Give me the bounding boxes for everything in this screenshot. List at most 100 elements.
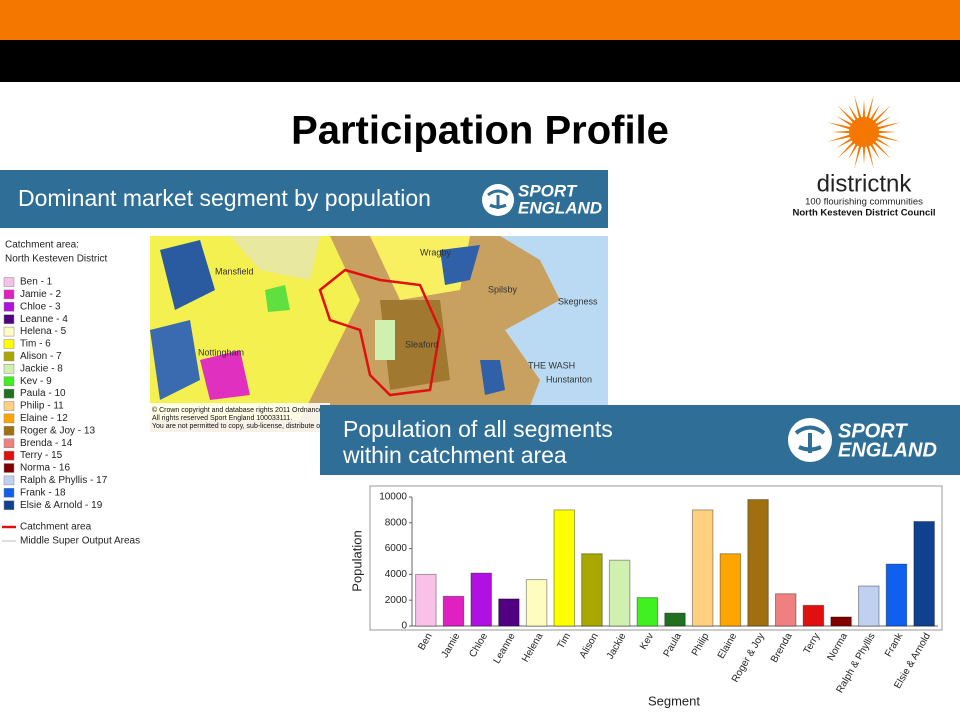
sun-ray xyxy=(827,122,851,130)
legend-label: Brenda - 14 xyxy=(20,438,73,449)
bar xyxy=(774,593,797,627)
sun-ray xyxy=(848,104,859,121)
legend-label: Jackie - 8 xyxy=(20,363,63,374)
bar xyxy=(858,585,880,627)
legend-swatch xyxy=(3,351,15,362)
sun-ray xyxy=(862,145,866,164)
legend-label: Leanne - 4 xyxy=(20,314,68,325)
sun-ray xyxy=(854,95,862,119)
legend-label: Paula - 10 xyxy=(20,388,66,399)
sun-ray xyxy=(875,137,892,148)
sun-core xyxy=(849,117,879,147)
map-place: Hunstanton xyxy=(546,374,592,384)
legend-label: Philip - 11 xyxy=(20,401,64,412)
map-image xyxy=(150,236,608,432)
legend-swatch xyxy=(3,364,15,374)
chart-header xyxy=(320,405,960,475)
chart-title: within catchment area xyxy=(342,442,567,468)
legend-swatch xyxy=(3,413,15,424)
legend-label: Kev - 9 xyxy=(20,376,52,387)
legend-swatch xyxy=(3,426,15,436)
legend-swatch xyxy=(3,463,15,473)
slide-title: Participation Profile xyxy=(291,109,669,153)
legend-swatch xyxy=(3,500,15,510)
legend-label: Terry - 15 xyxy=(20,450,63,461)
sun-ray xyxy=(837,140,856,159)
legend-label: Jamie - 2 xyxy=(20,289,62,300)
bar xyxy=(442,595,465,627)
y-tick-label: 0 xyxy=(401,621,407,632)
bar xyxy=(415,573,437,627)
sun-ray xyxy=(877,130,896,134)
sun-ray xyxy=(848,143,859,160)
legend-swatch xyxy=(3,388,15,399)
sun-ray xyxy=(854,145,862,169)
sun-ray xyxy=(872,140,891,159)
bar xyxy=(553,509,576,627)
logo-council: North Kesteven District Council xyxy=(792,208,935,219)
legend-label: Chloe - 3 xyxy=(20,301,61,312)
sun-ray xyxy=(836,137,853,148)
legend-heading: North Kesteven District xyxy=(5,254,107,265)
legend-label: Middle Super Output Areas xyxy=(20,536,140,547)
legend-label: Norma - 16 xyxy=(20,463,70,474)
sun-ray xyxy=(875,116,892,127)
bar xyxy=(719,553,742,627)
legend-swatch xyxy=(3,450,15,461)
legend-swatch xyxy=(3,376,15,386)
legend-swatch xyxy=(3,289,15,300)
logo-text: SPORT xyxy=(838,420,908,442)
legend-swatch xyxy=(3,475,15,486)
sport-england-logo: SPORT ENGLAND xyxy=(788,418,937,462)
y-tick-label: 10000 xyxy=(379,492,407,503)
bar xyxy=(913,521,935,627)
legend-label: Alison - 7 xyxy=(20,351,62,362)
legend-swatch xyxy=(3,326,15,337)
legend-label: Roger & Joy - 13 xyxy=(20,425,95,436)
y-tick-label: 6000 xyxy=(385,543,408,554)
copyright-line: All rights reserved Sport England 100033… xyxy=(152,415,292,422)
bar xyxy=(608,559,631,627)
bar xyxy=(525,579,548,627)
map-place: Mansfield xyxy=(215,266,254,276)
y-tick-label: 2000 xyxy=(385,595,408,606)
sun-ray xyxy=(832,130,851,134)
logo-tagline: 100 flourishing communities xyxy=(805,197,923,208)
copyright-box xyxy=(150,403,330,432)
logo-name: districtnk xyxy=(817,170,913,197)
map-place: Wragby xyxy=(420,247,451,257)
legend-label: Tim - 6 xyxy=(20,339,51,350)
y-tick-label: 4000 xyxy=(385,569,408,580)
logo-text: ENGLAND xyxy=(518,198,602,217)
legend-swatch xyxy=(3,339,15,349)
bar xyxy=(691,509,714,627)
sun-ray xyxy=(877,134,901,142)
copyright-line: © Crown copyright and database rights 20… xyxy=(152,406,323,414)
sun-ray xyxy=(866,95,874,119)
sun-ray xyxy=(837,105,856,124)
legend-swatch xyxy=(3,401,15,411)
y-tick-label: 8000 xyxy=(385,517,408,528)
bar xyxy=(470,572,492,627)
sun-ray xyxy=(869,104,880,121)
legend-swatch xyxy=(3,488,15,498)
sun-ray xyxy=(872,105,891,124)
bar xyxy=(581,553,603,627)
legend-label: Elaine - 12 xyxy=(20,413,68,424)
legend-heading: Catchment area: xyxy=(5,240,79,251)
bar xyxy=(747,499,769,627)
legend-label: Frank - 18 xyxy=(20,487,66,498)
map-place: THE WASH xyxy=(528,360,575,370)
legend-label: Elsie & Arnold - 19 xyxy=(20,500,103,511)
legend-label: Helena - 5 xyxy=(20,326,67,337)
map-place: Nottingham xyxy=(198,347,244,357)
legend-label: Ben - 1 xyxy=(20,277,53,288)
sun-ray xyxy=(869,143,880,160)
sun-ray xyxy=(877,122,901,130)
bar xyxy=(636,597,659,627)
legend-swatch xyxy=(3,277,15,287)
map-place: Skegness xyxy=(558,296,598,306)
sun-ray xyxy=(827,134,851,142)
x-axis-label: Segment xyxy=(648,693,700,708)
copyright-line: You are not permitted to copy, sub-licen… xyxy=(152,423,323,430)
